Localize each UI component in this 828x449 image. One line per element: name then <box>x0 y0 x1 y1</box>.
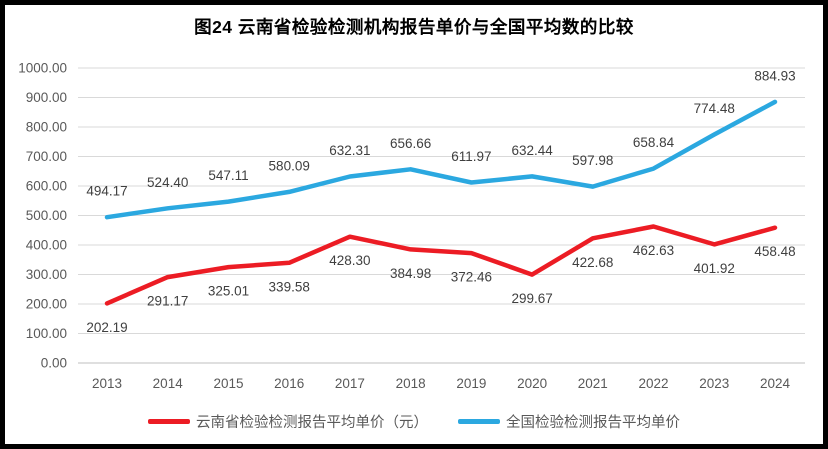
x-tick-label: 2022 <box>638 376 668 391</box>
national-line-swatch <box>458 419 500 424</box>
x-tick-label: 2015 <box>213 376 243 391</box>
series-line-1 <box>104 99 778 220</box>
data-label: 325.01 <box>208 284 249 299</box>
data-label: 494.17 <box>86 184 127 199</box>
y-tick-label: 800.00 <box>26 120 67 135</box>
data-label: 547.11 <box>208 168 248 183</box>
data-label: 597.98 <box>572 153 613 168</box>
chart-legend: 云南省检验检测报告平均单价（元） 全国检验检测报告平均单价 <box>5 411 823 432</box>
y-axis-labels: 0.00 100.00 200.00 300.00 400.00 500.00 600.00… <box>18 61 67 371</box>
data-label: 656.66 <box>390 136 431 151</box>
x-tick-label: 2014 <box>153 376 184 391</box>
data-label: 372.46 <box>451 270 492 285</box>
x-tick-label: 2019 <box>456 376 486 391</box>
data-label: 299.67 <box>511 291 552 306</box>
data-label: 632.44 <box>511 143 553 158</box>
data-label: 458.48 <box>754 244 795 259</box>
yunnan-line-swatch <box>148 419 190 424</box>
x-tick-label: 2018 <box>396 376 426 391</box>
data-label: 422.68 <box>572 255 613 270</box>
series-line-0 <box>104 224 778 306</box>
y-tick-label: 600.00 <box>26 179 67 194</box>
data-label: 524.40 <box>147 175 188 190</box>
chart-title: 图24 云南省检验检测机构报告单价与全国平均数的比较 <box>194 17 634 37</box>
data-label: 580.09 <box>269 158 310 173</box>
data-label: 202.19 <box>86 320 127 335</box>
x-tick-label: 2024 <box>760 376 791 391</box>
y-tick-label: 300.00 <box>26 267 67 282</box>
x-tick-label: 2020 <box>517 376 547 391</box>
legend-label-yunnan: 云南省检验检测报告平均单价（元） <box>196 415 428 431</box>
y-gridlines <box>78 67 805 364</box>
x-tick-label: 2021 <box>578 376 608 391</box>
data-label: 774.48 <box>694 101 735 116</box>
data-label: 462.63 <box>633 243 674 258</box>
line-chart: 0.00 100.00 200.00 300.00 400.00 500.00 600.00… <box>18 61 805 391</box>
data-labels-1: 494.17 524.40 547.11 580.09 632.31 656.66 611.… <box>86 68 795 198</box>
data-label: 884.93 <box>754 68 795 83</box>
data-label: 384.98 <box>390 266 431 281</box>
y-tick-label: 1000.00 <box>18 61 67 76</box>
y-tick-label: 0.00 <box>41 356 67 371</box>
y-tick-label: 200.00 <box>26 297 67 312</box>
x-tick-label: 2013 <box>92 376 122 391</box>
x-tick-label: 2017 <box>335 376 365 391</box>
x-axis-labels: 2013 2014 2015 2016 2017 2018 2019 2020 2021 2022… <box>92 376 791 391</box>
data-label: 291.17 <box>147 294 188 309</box>
y-tick-label: 500.00 <box>26 208 67 223</box>
data-label: 658.84 <box>633 135 675 150</box>
y-tick-label: 100.00 <box>26 326 67 341</box>
data-label: 339.58 <box>269 279 310 294</box>
legend-item-yunnan: 云南省检验检测报告平均单价（元） <box>148 411 428 432</box>
data-labels-0: 202.19 291.17 325.01 339.58 428.30 384.98 372.… <box>86 243 795 335</box>
y-tick-label: 900.00 <box>26 90 67 105</box>
data-label: 611.97 <box>451 149 491 164</box>
x-tick-label: 2016 <box>274 376 304 391</box>
x-tick-label: 2023 <box>699 376 729 391</box>
data-label: 401.92 <box>694 261 735 276</box>
data-label: 428.30 <box>329 253 370 268</box>
data-label: 632.31 <box>329 143 370 158</box>
legend-label-national: 全国检验检测报告平均单价 <box>506 415 680 431</box>
legend-item-national: 全国检验检测报告平均单价 <box>458 411 680 432</box>
y-tick-label: 700.00 <box>26 149 67 164</box>
y-tick-label: 400.00 <box>26 238 67 253</box>
